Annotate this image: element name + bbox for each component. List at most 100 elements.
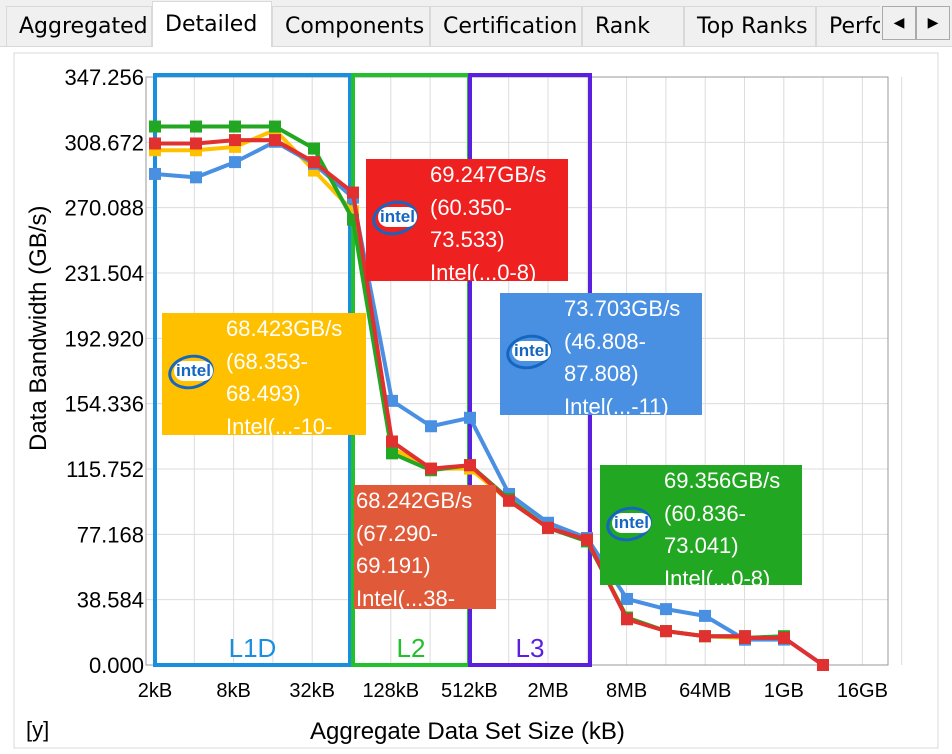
intel-logo-icon: intel: [602, 502, 656, 546]
annotation-line: Intel(...-10-: [226, 413, 333, 436]
annotation-line: 68.493): [226, 381, 301, 406]
data-point: [581, 533, 593, 546]
data-point: [699, 630, 711, 643]
chart-panel: L1D L2 L3 0.000 38.584 77.168 115.752 154.336 1…: [0, 46, 952, 754]
x-tick-label: 64MB: [679, 680, 731, 702]
y-tick-label: 308.672: [64, 130, 144, 155]
annotation-text: 69.356GB/s (60.836- 73.041) Intel(...0-8): [664, 465, 780, 585]
tab-label: Top Ranks: [697, 14, 808, 39]
tab-scroll-right-button[interactable]: ▶: [916, 6, 950, 40]
data-point: [503, 494, 515, 507]
annotation-line: (46.808-: [564, 328, 646, 354]
annotation-line: 68.242GB/s: [356, 488, 473, 513]
annotation-line: (67.290-: [356, 520, 438, 546]
annotation-box: intel 68.423GB/s (68.353- 68.493) Intel(...-…: [162, 313, 366, 435]
chart-frame: [13, 52, 939, 749]
tab-certification[interactable]: Certification: [430, 6, 582, 46]
x-tick-label: 2kB: [138, 680, 172, 702]
cache-regions: L1D L2 L3: [153, 73, 592, 667]
x-tick-label: 32kB: [289, 680, 335, 702]
annotation-line: 73.703GB/s: [564, 296, 681, 321]
tab-top-ranks[interactable]: Top Ranks: [684, 6, 816, 46]
data-point: [739, 631, 751, 644]
arrow-left-icon: ◀: [893, 15, 905, 31]
tab-components[interactable]: Components: [272, 6, 430, 46]
tab-detailed[interactable]: Detailed: [152, 1, 272, 47]
x-tick-label: 1GB: [764, 680, 804, 702]
annotation-line: Intel(...-11): [564, 393, 669, 416]
data-point: [425, 462, 437, 475]
y-tick-label: 115.752: [66, 457, 144, 482]
annotation-line: 69.356GB/s: [664, 468, 781, 493]
data-point: [464, 459, 476, 472]
data-point: [660, 603, 672, 616]
data-point: [464, 411, 476, 424]
arrow-right-icon: ▶: [927, 15, 939, 31]
data-point: [778, 631, 790, 644]
annotation-line: (60.350-: [430, 194, 512, 220]
intel-logo-icon: intel: [164, 350, 218, 394]
y-tick-label: 38.584: [77, 588, 144, 613]
annotation-text: 69.247GB/s (60.350- 73.533) Intel(...0-8): [430, 159, 546, 281]
data-point: [425, 420, 437, 433]
y-tick-label: 270.088: [64, 196, 144, 221]
annotation-line: 69.247GB/s: [430, 162, 547, 187]
data-point: [149, 167, 161, 180]
x-tick-label: 8MB: [606, 680, 647, 702]
x-tick-label: 128kB: [362, 680, 419, 702]
tab-label: Rank: [595, 14, 650, 39]
region-label: L2: [397, 633, 426, 663]
tab-label: Certification: [443, 14, 578, 39]
x-tick-label: 512kB: [441, 680, 498, 702]
data-point: [149, 120, 161, 133]
annotation-box: intel 69.356GB/s (60.836- 73.041) Intel(...0…: [600, 465, 802, 585]
x-tick-label: 8kB: [216, 680, 250, 702]
annotation-line: 73.041): [664, 533, 739, 558]
tab-bar: Aggregated Detailed Components Certifica…: [0, 0, 952, 47]
tab-performance[interactable]: Performance: [816, 6, 880, 46]
annotation-line: (60.836-: [664, 500, 746, 526]
data-point: [190, 137, 202, 150]
y-tick-label: 77.168: [77, 522, 144, 547]
tab-label: Components: [285, 14, 425, 39]
annotation-box: intel 73.703GB/s (46.808- 87.808) Intel(...-…: [500, 293, 702, 415]
y-tick-label: 347.256: [64, 65, 144, 90]
annotation-line: 87.808): [564, 361, 639, 386]
data-point: [542, 521, 554, 534]
data-point: [190, 171, 202, 184]
x-axis-label: Aggregate Data Set Size (kB): [310, 718, 625, 745]
data-point: [229, 134, 241, 147]
data-point: [386, 394, 398, 407]
annotation-line: 69.191): [356, 553, 431, 578]
data-point: [308, 156, 320, 169]
tab-rank[interactable]: Rank: [582, 6, 684, 46]
x-axis-ticks: 2kB 8kB 32kB 128kB 512kB 2MB 8MB 64MB 1GB 16GB: [138, 680, 888, 702]
corner-label: [y]: [26, 717, 49, 742]
region-label: L3: [516, 633, 545, 663]
annotation-line: (68.353-: [226, 348, 308, 374]
y-axis-label: Data Bandwidth (GB/s): [25, 206, 52, 451]
annotation-box: 68.242GB/s (67.290- 69.191) Intel(...38-: [354, 485, 496, 609]
data-point: [308, 142, 320, 155]
y-tick-label: 154.336: [64, 392, 144, 417]
tab-strip: Aggregated Detailed Components Certifica…: [0, 0, 880, 47]
tab-scroll-left-button[interactable]: ◀: [882, 6, 916, 40]
tab-aggregated[interactable]: Aggregated: [6, 6, 152, 46]
intel-logo-icon: intel: [502, 330, 556, 374]
series-layer: [149, 120, 829, 671]
annotation-text: 68.423GB/s (68.353- 68.493) Intel(...-10-: [226, 313, 342, 435]
x-tick-label: 2MB: [527, 680, 568, 702]
y-tick-label: 0.000: [89, 653, 144, 678]
tab-label: Detailed: [165, 12, 258, 37]
annotation-box: intel 69.247GB/s (60.350- 73.533) Intel(...0…: [366, 159, 568, 281]
data-point: [699, 609, 711, 622]
y-axis-ticks: 0.000 38.584 77.168 115.752 154.336 192.920 23…: [64, 65, 144, 678]
data-point: [621, 592, 633, 605]
region-label: L1D: [229, 633, 277, 663]
data-point: [621, 613, 633, 626]
tab-label: Aggregated: [19, 14, 148, 39]
data-point: [660, 625, 672, 638]
annotation-text: 68.242GB/s (67.290- 69.191) Intel(...38-: [356, 485, 472, 609]
annotation-line: Intel(...38-: [356, 585, 456, 610]
tab-label: Performance: [829, 14, 880, 39]
